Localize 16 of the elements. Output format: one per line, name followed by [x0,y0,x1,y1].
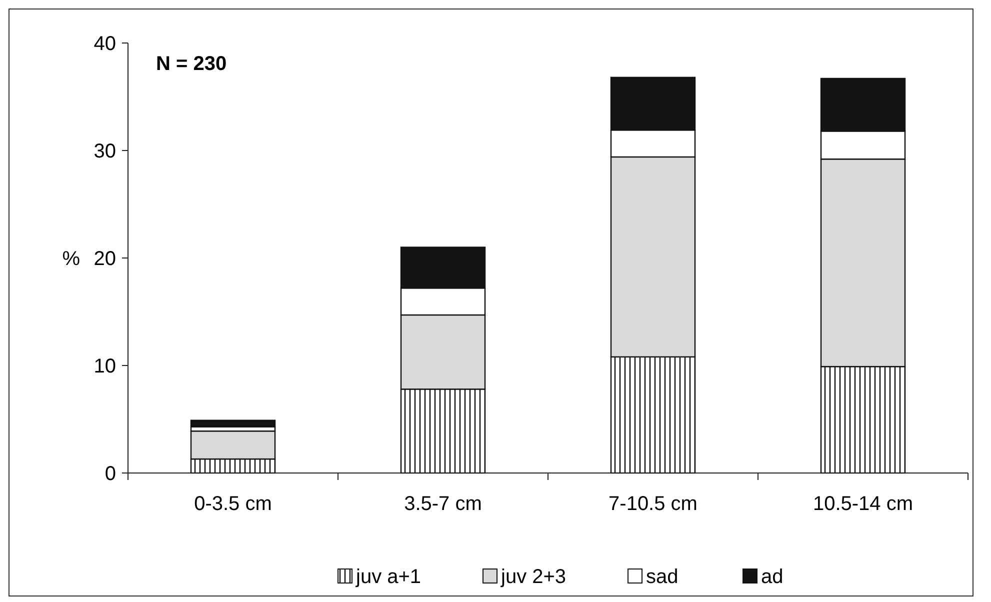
annotation: N = 230 [156,53,227,75]
bar [190,420,276,428]
legend-label: sad [646,566,678,588]
x-tick-label: 0-3.5 cm [194,493,272,515]
legend-label: juv a+1 [355,566,422,588]
y-axis-title: % [62,248,80,270]
x-tick-label: 3.5-7 cm [404,493,482,515]
y-tick-label: 0 [104,463,116,485]
legend-label: juv 2+3 [500,566,566,588]
y-tick-label: 10 [94,356,116,378]
y-tick-label: 30 [94,140,116,162]
x-tick-label: 7-10.5 cm [608,493,698,515]
legend-label: ad [761,566,784,588]
x-tick-label: 10.5-14 cm [812,493,914,515]
y-tick-label: 20 [94,248,116,270]
y-tick-label: 40 [94,33,116,55]
